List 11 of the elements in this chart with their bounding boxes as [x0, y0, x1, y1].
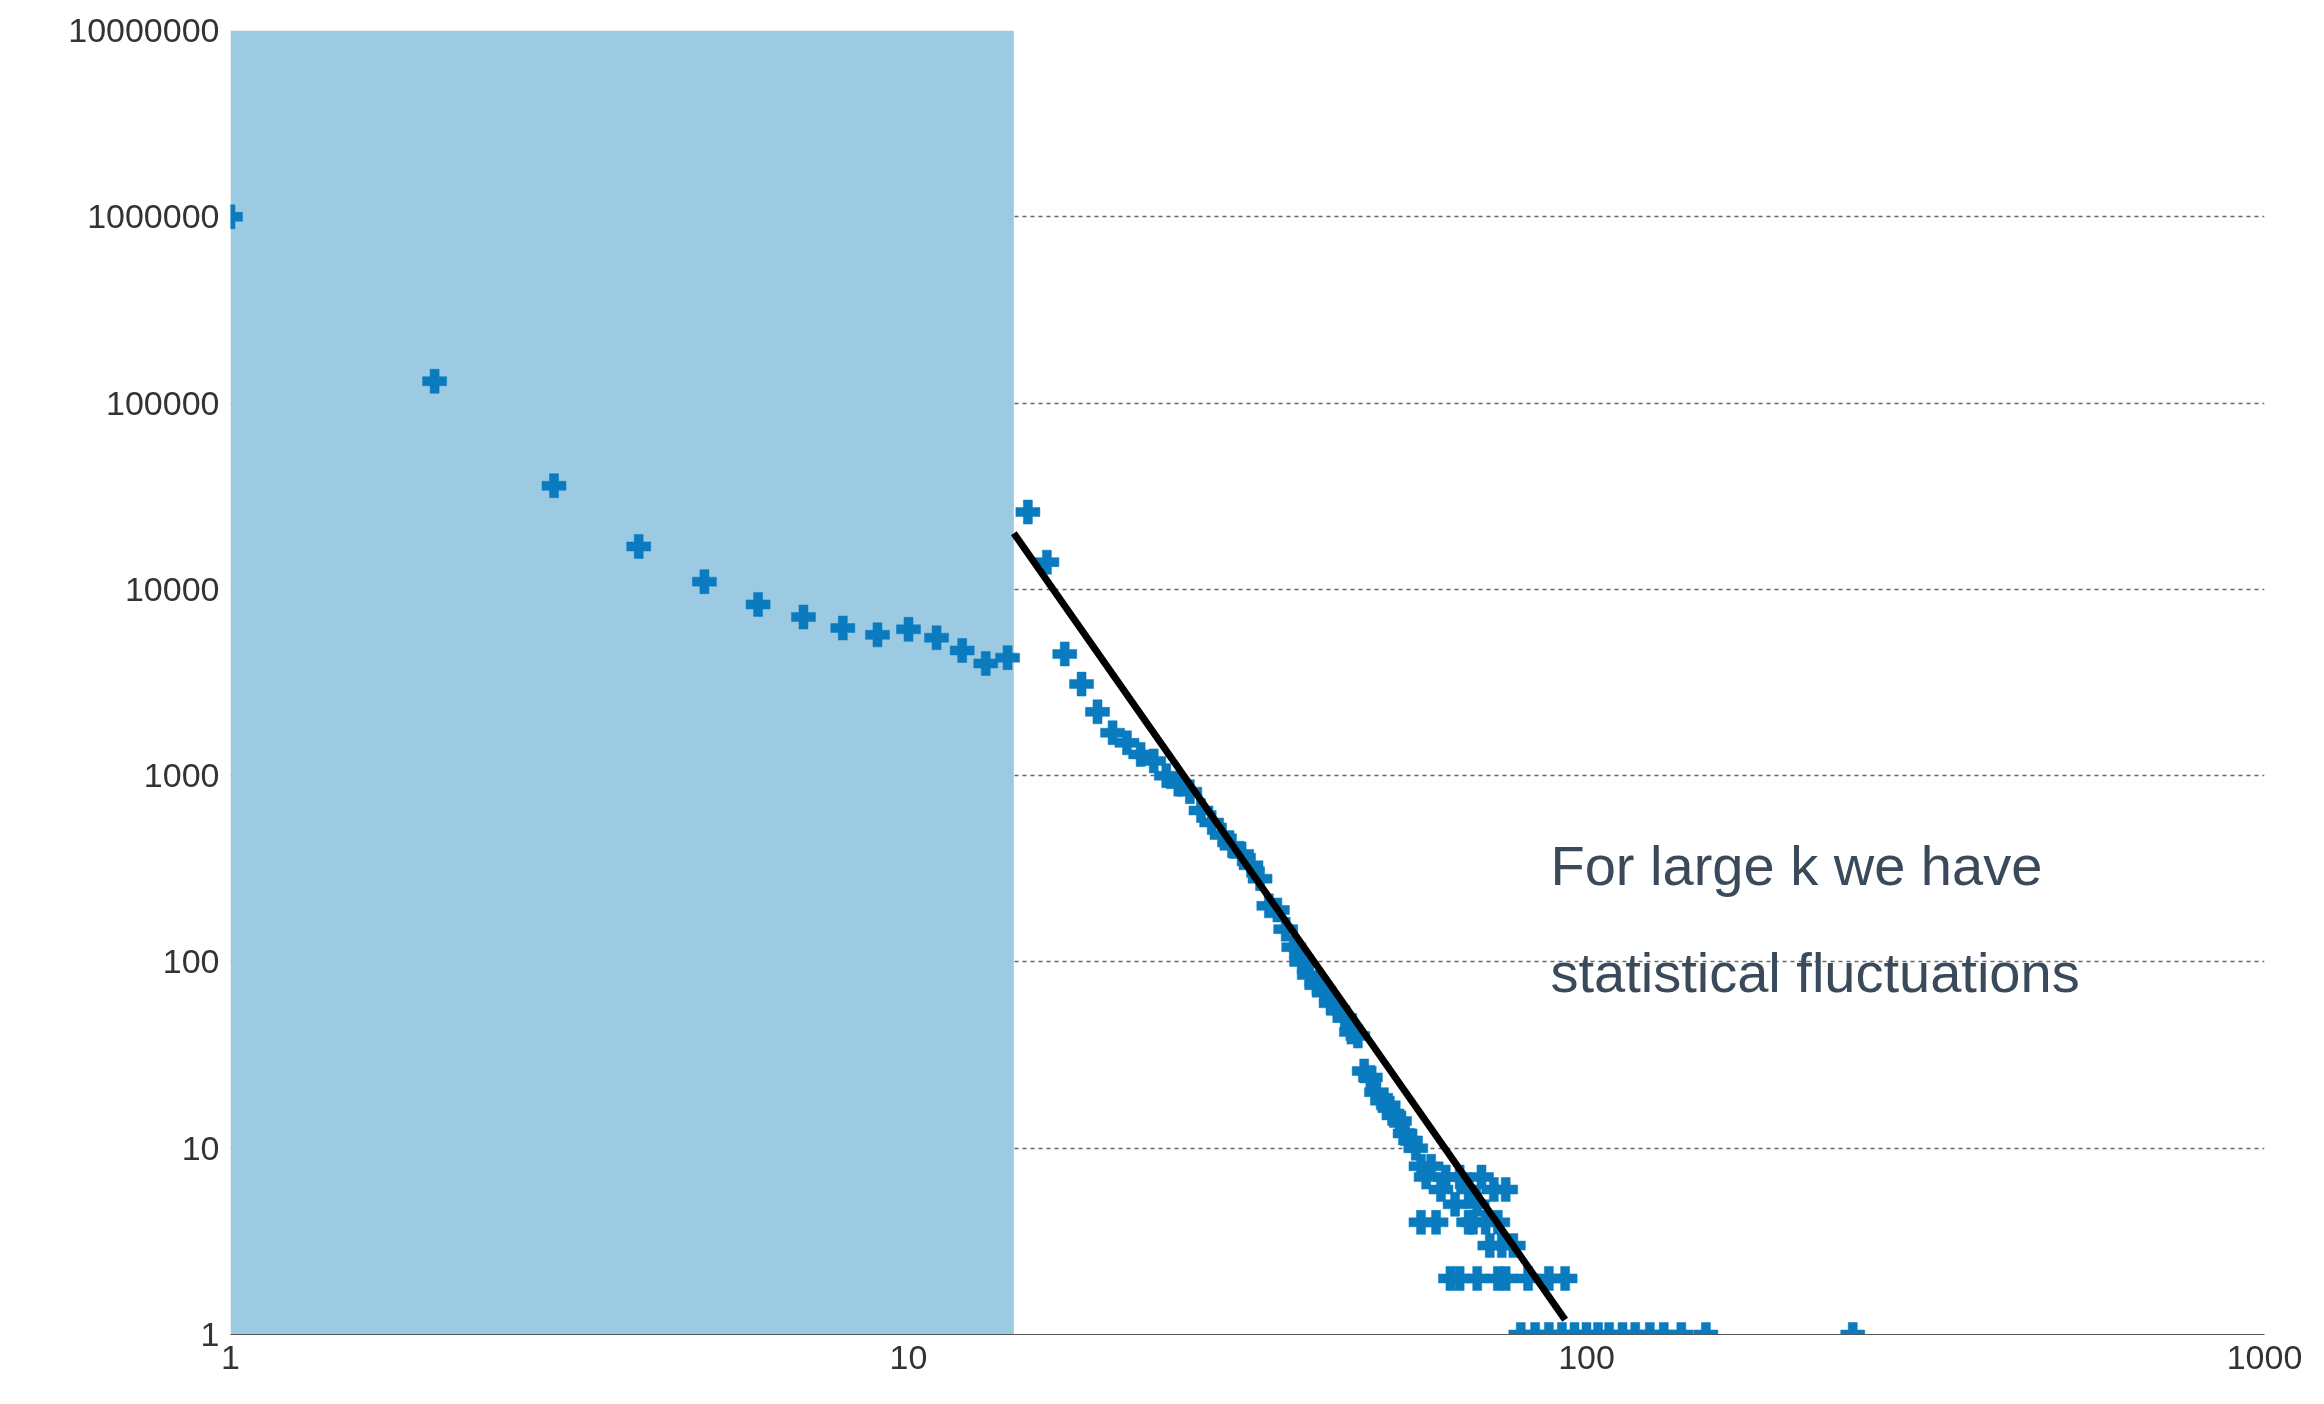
y-tick-label: 10000000: [68, 11, 220, 49]
annotation: For large k we have statistical fluctuations: [1550, 834, 2080, 1005]
y-tick-label: 1000: [143, 756, 220, 795]
x-tick-label: 10: [889, 1337, 928, 1376]
y-tick-label: 10: [181, 1128, 220, 1167]
y-tick-label: 10000: [124, 569, 220, 608]
y-tick-label: 100: [162, 942, 220, 981]
y-tick-label: 1000000: [87, 197, 220, 236]
x-tick-label: 100: [1558, 1337, 1615, 1376]
x-tick-label: 1000: [2226, 1337, 2303, 1376]
y-tick-label: 100000: [106, 383, 220, 422]
